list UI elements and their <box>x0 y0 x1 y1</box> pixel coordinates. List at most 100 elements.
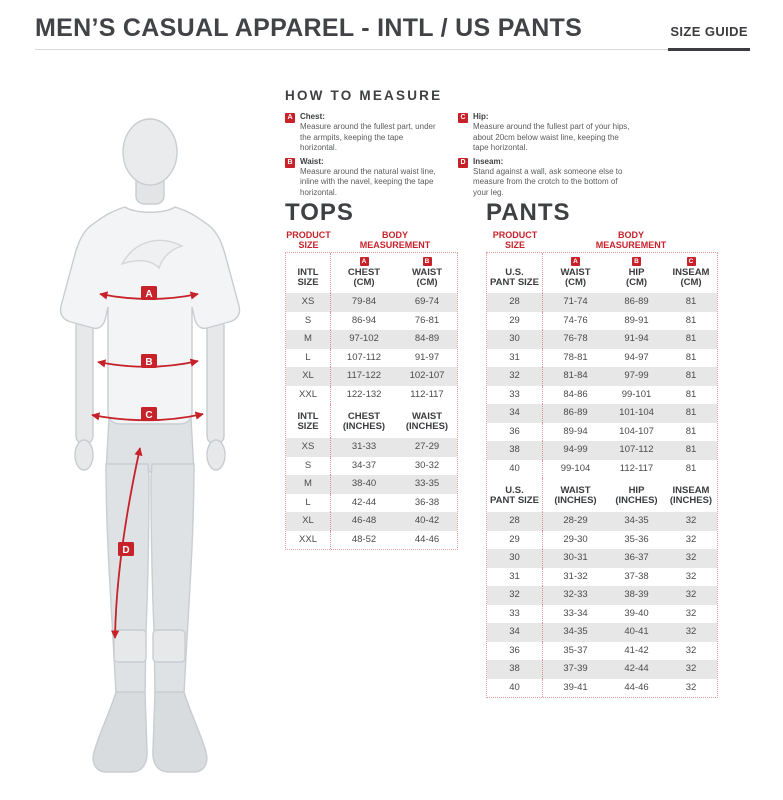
table-cell: 35-37 <box>563 644 588 656</box>
left-hand <box>74 439 94 471</box>
table-row: 34 34-35 40-41 32 <box>487 623 717 642</box>
table-cell: 32 <box>685 552 697 563</box>
table-cell: 33-35 <box>414 478 440 489</box>
tops-size-table: INTL SIZE A CHEST (CM) B WAIST (CM) XS 79-84 69… <box>285 252 458 550</box>
table-cell: 31 <box>487 348 543 367</box>
measure-ref-badge: A <box>359 257 369 266</box>
measure-text: Measure around the fullest part of your … <box>473 122 630 152</box>
table-row: 38 37-39 42-44 32 <box>487 660 717 679</box>
table-cell: 28 <box>487 293 543 312</box>
column-header-label: HIP (INCHES) <box>615 485 658 506</box>
measure-text: Stand against a wall, ask someone else t… <box>473 166 623 197</box>
table-cell: 81 <box>685 333 697 344</box>
marker-a-box <box>141 286 157 300</box>
measure-label: Waist: <box>300 156 324 166</box>
column-header: HIP (INCHES) <box>608 478 665 512</box>
table-cell: 101-104 <box>619 407 654 418</box>
table-row: M 38-40 33-35 <box>286 475 457 494</box>
alpinestars-logo <box>120 239 184 270</box>
column-header-label: WAIST (CM) <box>560 267 591 288</box>
table-row: XXL 48-52 44-46 <box>286 530 457 549</box>
table-cell: 29 <box>487 311 543 330</box>
right-cuff <box>152 629 186 663</box>
tops-section: TOPS PRODUCT SIZE BODY MEASUREMENT INTL … <box>285 200 458 550</box>
table-row: 36 35-37 41-42 32 <box>487 641 717 660</box>
column-header: INTL SIZE <box>286 404 331 438</box>
table-cell: 37-38 <box>624 570 649 582</box>
table-cell: 28 <box>487 512 543 531</box>
left-arm <box>75 317 94 445</box>
head <box>122 118 178 186</box>
table-cell: XS <box>286 438 331 457</box>
table-cell: 89-94 <box>563 425 588 437</box>
table-cell: 46-48 <box>351 515 377 526</box>
table-cell: 36 <box>487 422 543 441</box>
table-cell: XS <box>286 293 331 312</box>
table-cell: 34-35 <box>563 626 588 637</box>
column-header-label: WAIST (INCHES) <box>554 485 597 506</box>
column-header-label: INSEAM (INCHES) <box>669 485 713 506</box>
table-cell: 94-97 <box>624 351 649 363</box>
size-guide-tab[interactable]: SIZE GUIDE <box>668 24 750 51</box>
table-row: 36 89-94 104-107 81 <box>487 422 717 441</box>
table-cell: 32 <box>685 607 697 619</box>
page-header: MEN’S CASUAL APPAREL - INTL / US PANTS S… <box>35 12 750 51</box>
table-row: 31 78-81 94-97 81 <box>487 348 717 367</box>
table-cell: 81 <box>685 462 697 474</box>
table-cell: 104-107 <box>619 425 654 437</box>
table-cell: 81 <box>685 407 697 418</box>
table-cell: 89-91 <box>624 314 649 326</box>
table-cell: 32 <box>487 367 543 386</box>
table-cell: 44-46 <box>624 681 649 693</box>
table-cell: 36-38 <box>414 496 440 508</box>
table-cell: 81 <box>685 444 697 455</box>
table-cell: 44-46 <box>414 533 440 545</box>
table-cell: 32-33 <box>563 589 588 600</box>
table-cell: 79-84 <box>351 296 377 307</box>
table-cell: 86-89 <box>563 407 588 418</box>
table-cell: 94-99 <box>563 444 588 455</box>
table-cell: 30 <box>487 330 543 349</box>
table-cell: 41-42 <box>624 644 649 656</box>
column-header-label: HIP (CM) <box>625 267 648 288</box>
inseam-badge: D <box>458 157 468 168</box>
column-header: INSEAM (INCHES) <box>665 478 717 512</box>
measure-ref-badge: A <box>571 257 580 266</box>
table-cell: 81 <box>685 351 697 363</box>
table-cell: 32 <box>685 681 697 693</box>
waist-badge: B <box>285 157 295 168</box>
table-cell: 40 <box>487 459 543 478</box>
table-row: 30 76-78 91-94 81 <box>487 330 717 349</box>
table-cell: XL <box>286 512 331 531</box>
table-cell: 38 <box>487 441 543 460</box>
product-size-label: PRODUCT SIZE <box>286 230 331 250</box>
table-cell: 36-37 <box>624 552 649 563</box>
pants-inches-table: U.S. PANT SIZE WAIST (INCHES) HIP (INCHES)… <box>487 478 717 697</box>
table-cell: 81 <box>685 425 697 437</box>
table-cell: 69-74 <box>414 296 440 307</box>
pants-cm-table: U.S. PANT SIZE A WAIST (CM) B HIP (CM) C INSEA… <box>487 253 717 478</box>
table-cell: 38 <box>487 660 543 679</box>
table-cell: 81 <box>685 296 697 307</box>
table-row: M 97-102 84-89 <box>286 330 457 349</box>
table-cell: 40-42 <box>414 515 440 526</box>
table-cell: 112-117 <box>410 388 444 400</box>
table-row: S 86-94 76-81 <box>286 311 457 330</box>
table-row: XL 117-122 102-107 <box>286 367 457 386</box>
table-cell: 84-86 <box>563 388 588 400</box>
measure-text: Measure around the fullest part, under t… <box>300 122 436 152</box>
marker-c-box <box>141 407 157 421</box>
table-cell: 112-117 <box>619 462 654 474</box>
table-row: 34 86-89 101-104 81 <box>487 404 717 423</box>
table-cell: 99-101 <box>621 388 652 400</box>
table-row: S 34-37 30-32 <box>286 456 457 475</box>
marker-b-label: B <box>145 357 152 368</box>
table-cell: 34-37 <box>351 459 377 471</box>
table-cell: 34-35 <box>624 515 649 526</box>
header-row: U.S. PANT SIZE A WAIST (CM) B HIP (CM) C INSEA… <box>487 253 717 293</box>
table-cell: 38-39 <box>624 589 649 600</box>
table-cell: XXL <box>286 385 331 404</box>
table-row: 29 29-30 35-36 32 <box>487 530 717 549</box>
table-cell: 107-112 <box>346 351 382 363</box>
table-row: 32 32-33 38-39 32 <box>487 586 717 605</box>
